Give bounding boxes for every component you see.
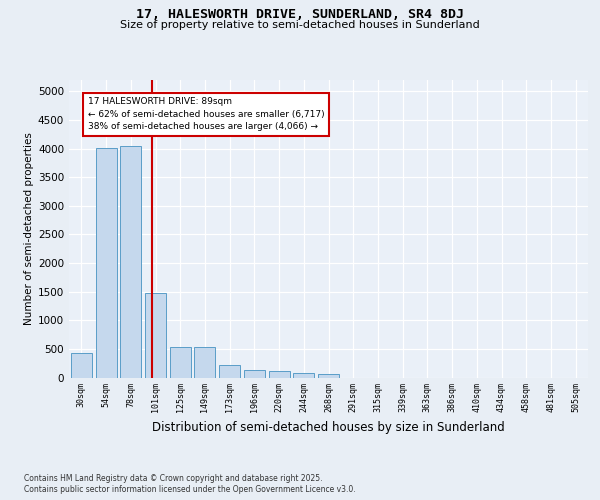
Text: Contains public sector information licensed under the Open Government Licence v3: Contains public sector information licen… bbox=[24, 485, 356, 494]
Text: Contains HM Land Registry data © Crown copyright and database right 2025.: Contains HM Land Registry data © Crown c… bbox=[24, 474, 323, 483]
X-axis label: Distribution of semi-detached houses by size in Sunderland: Distribution of semi-detached houses by … bbox=[152, 420, 505, 434]
Bar bbox=[120, 146, 141, 378]
Bar bbox=[145, 293, 166, 378]
Text: Size of property relative to semi-detached houses in Sunderland: Size of property relative to semi-detach… bbox=[120, 20, 480, 30]
Text: 17 HALESWORTH DRIVE: 89sqm
← 62% of semi-detached houses are smaller (6,717)
38%: 17 HALESWORTH DRIVE: 89sqm ← 62% of semi… bbox=[88, 97, 324, 131]
Y-axis label: Number of semi-detached properties: Number of semi-detached properties bbox=[24, 132, 34, 325]
Bar bbox=[293, 372, 314, 378]
Text: 17, HALESWORTH DRIVE, SUNDERLAND, SR4 8DJ: 17, HALESWORTH DRIVE, SUNDERLAND, SR4 8D… bbox=[136, 8, 464, 20]
Bar bbox=[318, 374, 339, 378]
Bar bbox=[194, 347, 215, 378]
Bar bbox=[269, 370, 290, 378]
Bar bbox=[95, 148, 116, 378]
Bar bbox=[244, 370, 265, 378]
Bar bbox=[71, 353, 92, 378]
Bar bbox=[170, 347, 191, 378]
Bar bbox=[219, 366, 240, 378]
